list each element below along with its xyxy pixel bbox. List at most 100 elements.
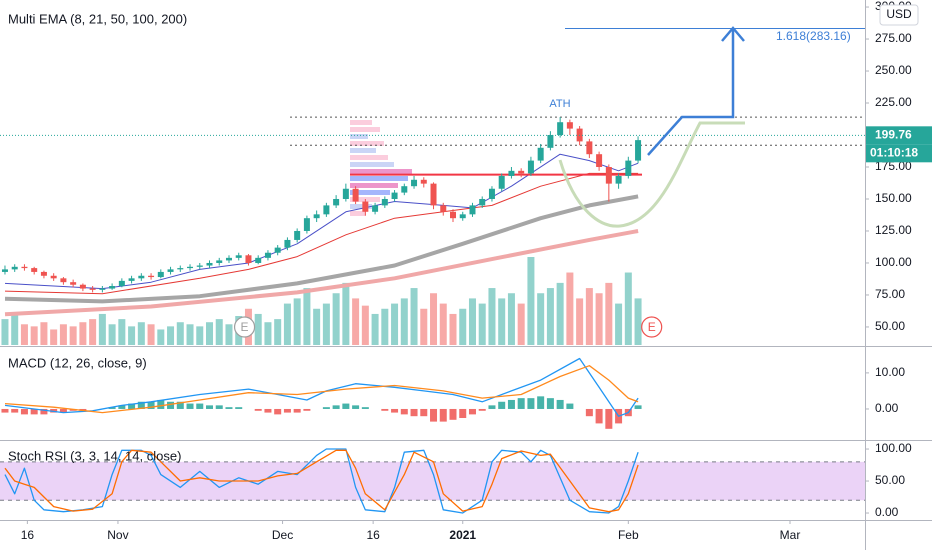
histogram-bar [254, 408, 262, 411]
volume-bar [322, 303, 330, 345]
volume-bar [342, 282, 350, 345]
candle-body [206, 262, 213, 266]
volume-bar [585, 288, 593, 345]
volume-bar [313, 308, 321, 345]
volume-bar [371, 313, 379, 345]
histogram-bar [264, 408, 272, 413]
volume-bar [634, 298, 642, 345]
candle-body [362, 201, 369, 212]
candle-body [459, 214, 466, 219]
histogram-bar [147, 401, 155, 409]
volume-bar [69, 326, 77, 345]
candle-body [440, 205, 447, 212]
histogram-bar [430, 408, 438, 422]
profile-row [350, 148, 376, 153]
histogram-bar [352, 405, 360, 409]
candle-body [21, 266, 28, 269]
volume-bar [196, 326, 204, 345]
y-tick-label: 0.00 [875, 505, 899, 519]
volume-bar [303, 288, 311, 345]
candle-body [401, 186, 408, 193]
candle-body [60, 278, 67, 283]
volume-bar [293, 298, 301, 345]
candle-body [138, 275, 145, 279]
volume-bar [468, 298, 476, 345]
y-tick-label: 50.00 [875, 319, 905, 333]
candle-body [79, 284, 86, 289]
histogram-bar [293, 408, 301, 413]
candle-body [518, 170, 525, 174]
volume-bar [537, 293, 545, 345]
volume-bar [20, 324, 28, 345]
candle-body [216, 260, 223, 263]
histogram-bar [488, 405, 496, 409]
histogram-bar [167, 401, 175, 409]
volume-bar [274, 319, 282, 345]
volume-bar [59, 324, 67, 345]
candle-body [50, 275, 57, 279]
earnings-label: E [648, 320, 656, 334]
volume-bar [391, 303, 399, 345]
y-tick-label: 175.00 [875, 159, 912, 173]
volume-bar [615, 303, 623, 345]
profile-row [350, 204, 372, 209]
volume-bar [478, 303, 486, 345]
volume-bar [332, 293, 340, 345]
histogram-bar [361, 407, 369, 409]
candle-body [99, 288, 106, 290]
y-tick-label: 100.00 [875, 255, 912, 269]
profile-row [350, 183, 398, 188]
candle-body [420, 179, 427, 184]
histogram-bar [235, 407, 243, 409]
currency-box[interactable] [879, 4, 919, 26]
volume-bar [439, 303, 447, 345]
candle-body [537, 147, 544, 161]
histogram-bar [595, 408, 603, 424]
histogram-bar [507, 399, 515, 409]
profile-row [350, 141, 384, 146]
volume-bar [410, 288, 418, 345]
histogram-bar [196, 403, 204, 409]
candle-body [352, 188, 359, 202]
stoch-title: Stoch RSI (3, 3, 14, 14, close) [8, 448, 181, 463]
volume-bar [186, 324, 194, 345]
plot-layer: 16NovDec162021FebMar300.00275.00250.0022… [0, 0, 932, 542]
histogram-bar [342, 403, 350, 409]
volume-bar [108, 324, 116, 345]
histogram-bar [537, 396, 545, 409]
candle-body [557, 122, 564, 136]
volume-bar [605, 282, 613, 345]
currency: USD [886, 7, 912, 21]
histogram-bar [439, 408, 447, 422]
profile-row [350, 162, 394, 167]
volume-bar [128, 326, 136, 345]
candle-body [284, 239, 291, 248]
histogram-bar [556, 399, 564, 409]
candle-body [372, 205, 379, 212]
earnings-label: E [241, 320, 249, 334]
histogram-bar [332, 405, 340, 409]
candle-body [498, 175, 505, 189]
histogram-bar [449, 408, 457, 420]
histogram-bar [478, 408, 486, 411]
candle-body [274, 247, 281, 253]
candle-body [148, 275, 155, 278]
volume-bar [79, 322, 87, 345]
ath-label: ATH [549, 98, 570, 110]
volume-bar [449, 313, 457, 345]
histogram-bar [527, 398, 535, 409]
histogram-bar [118, 405, 126, 409]
histogram-bar [30, 408, 38, 415]
stoch-line [4, 449, 639, 513]
volume-bar [420, 308, 428, 345]
candle-body [411, 179, 418, 187]
volume-bar [430, 293, 438, 345]
volume-bar [264, 322, 272, 345]
candle-body [303, 218, 310, 231]
ema-line [4, 194, 639, 304]
histogram-bar [137, 401, 145, 409]
x-tick-label: 16 [21, 528, 35, 542]
macd-line [4, 365, 639, 414]
